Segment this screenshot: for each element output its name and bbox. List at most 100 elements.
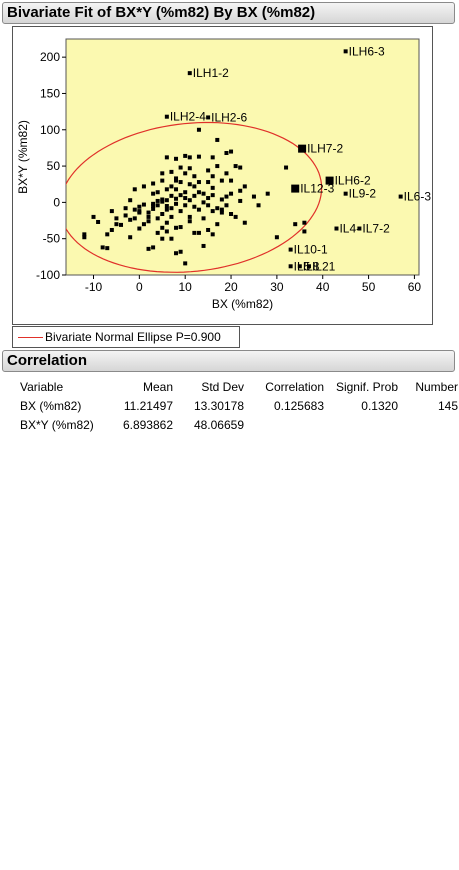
data-point — [219, 197, 224, 202]
data-point — [164, 198, 169, 203]
data-point — [183, 261, 188, 266]
data-point — [151, 245, 156, 250]
legend-label: Bivariate Normal Ellipse P=0.900 — [45, 330, 221, 344]
data-point — [114, 216, 119, 221]
cell-signif-prob: 0.1320 — [361, 398, 398, 413]
data-point — [151, 201, 156, 206]
data-point — [137, 210, 142, 215]
data-point — [169, 169, 174, 174]
data-point — [169, 214, 174, 219]
correlation-header[interactable]: Correlation — [2, 350, 455, 372]
data-point — [155, 198, 160, 203]
data-point — [109, 227, 114, 232]
data-point — [187, 198, 192, 203]
data-point — [183, 153, 188, 158]
y-tick-label: -100 — [36, 268, 60, 282]
labeled-data-point — [288, 264, 293, 269]
data-point — [178, 165, 183, 170]
legend: Bivariate Normal Ellipse P=0.900 — [12, 326, 240, 348]
labeled-data-point — [297, 264, 302, 269]
data-point — [174, 225, 179, 230]
data-point — [164, 155, 169, 160]
data-point — [169, 193, 174, 198]
data-point — [192, 174, 197, 179]
data-point — [178, 225, 183, 230]
point-label: IL9-2 — [349, 187, 377, 201]
data-point — [187, 166, 192, 171]
data-point — [151, 206, 156, 211]
data-point — [196, 230, 201, 235]
data-point — [128, 198, 133, 203]
data-point — [164, 207, 169, 212]
data-point — [123, 213, 128, 218]
point-label: IL10-1 — [294, 243, 328, 257]
data-point — [164, 187, 169, 192]
x-tick-label: 50 — [362, 280, 376, 294]
data-point — [215, 164, 220, 169]
data-point — [224, 151, 229, 156]
data-point — [169, 184, 174, 189]
labeled-data-point — [334, 226, 339, 231]
data-point — [215, 222, 220, 227]
data-point — [210, 185, 215, 190]
data-point — [100, 245, 105, 250]
point-label: ILH2-6 — [211, 110, 247, 124]
data-point — [174, 178, 179, 183]
column-header: Std Dev — [201, 379, 244, 394]
data-point — [206, 203, 211, 208]
y-tick-label: -50 — [43, 232, 61, 246]
data-point — [210, 232, 215, 237]
data-point — [183, 190, 188, 195]
y-axis-label: BX*Y (%m82) — [16, 120, 30, 194]
data-point — [174, 187, 179, 192]
bivariate-fit-title: Bivariate Fit of BX*Y (%m82) By BX (%m82… — [7, 4, 316, 21]
cell-mean: 6.893862 — [122, 417, 173, 432]
data-point — [141, 184, 146, 189]
x-tick-label: 30 — [270, 280, 284, 294]
data-point — [233, 164, 238, 169]
labeled-data-point — [357, 226, 362, 231]
x-tick-label: 60 — [408, 280, 422, 294]
y-tick-label: 150 — [40, 86, 60, 100]
point-label: IL8 — [303, 259, 320, 273]
labeled-data-point — [343, 49, 348, 54]
data-point — [196, 154, 201, 159]
data-point — [160, 225, 165, 230]
x-tick-label: 20 — [224, 280, 238, 294]
labeled-data-point — [187, 71, 192, 76]
data-point — [196, 207, 201, 212]
data-point — [265, 191, 270, 196]
data-point — [284, 165, 289, 170]
data-point — [155, 190, 160, 195]
data-point — [293, 222, 298, 227]
data-point — [183, 203, 188, 208]
data-point — [119, 222, 124, 227]
data-point — [219, 207, 224, 212]
data-point — [210, 155, 215, 160]
cell-mean: 11.21497 — [123, 398, 173, 413]
data-point — [178, 193, 183, 198]
data-point — [210, 209, 215, 214]
point-label: ILH6-3 — [349, 44, 385, 58]
data-point — [210, 193, 215, 198]
y-tick-label: 100 — [40, 123, 60, 137]
data-point — [183, 171, 188, 176]
data-point — [229, 149, 234, 154]
data-point — [178, 209, 183, 214]
data-point — [174, 156, 179, 161]
labeled-data-point — [291, 184, 300, 193]
data-point — [91, 214, 96, 219]
data-point — [160, 212, 165, 217]
data-point — [151, 204, 156, 209]
bivariate-fit-header[interactable]: Bivariate Fit of BX*Y (%m82) By BX (%m82… — [2, 2, 455, 24]
point-label: IL7-2 — [362, 222, 390, 236]
column-header: Variable — [20, 379, 64, 394]
data-point — [229, 178, 234, 183]
correlation-title: Correlation — [7, 352, 88, 369]
data-point — [114, 222, 119, 227]
labeled-data-point — [398, 194, 403, 199]
data-point — [215, 206, 220, 211]
point-label: ILH7-2 — [307, 142, 343, 156]
data-point — [160, 197, 165, 202]
cell-number — [398, 416, 458, 435]
